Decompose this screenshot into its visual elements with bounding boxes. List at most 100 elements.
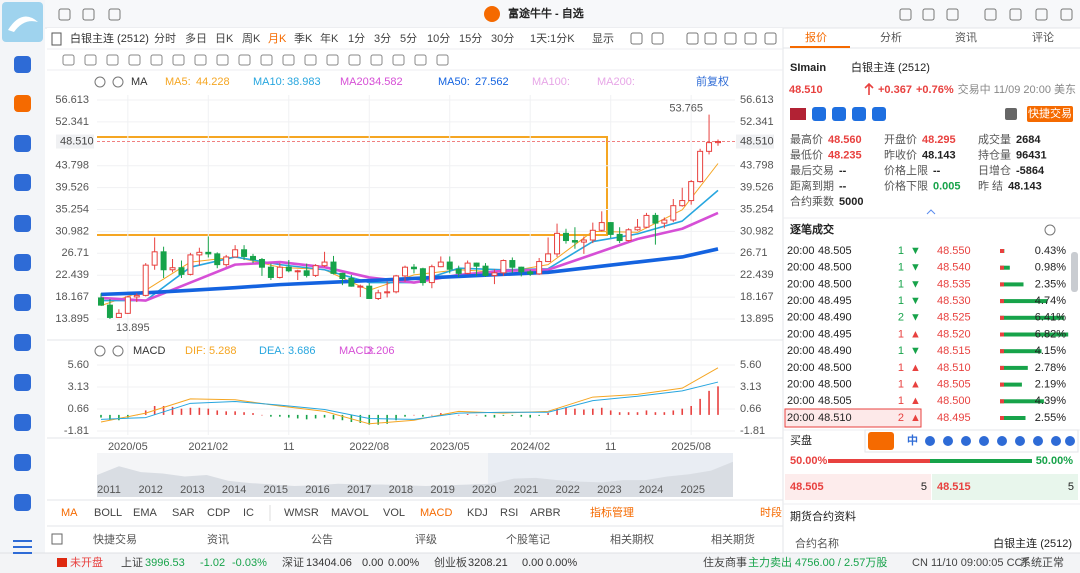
period-tab[interactable]: 15分 [459,32,482,45]
quick-trade-button[interactable] [1027,106,1073,122]
ime-icon[interactable] [997,436,1007,446]
ime-icon[interactable] [925,436,935,446]
indicator-tab[interactable]: IC [243,507,254,519]
toolbar-icon[interactable] [724,32,737,45]
toolbar-icon[interactable] [1035,8,1048,21]
bottom-tab[interactable]: 评级 [415,533,437,546]
drawing-tool[interactable] [172,54,185,66]
indicator-tab[interactable]: KDJ [467,507,488,519]
toolbar-icon[interactable] [58,8,71,21]
drawing-tool[interactable] [282,54,295,66]
ime-icon[interactable] [961,436,971,446]
drawing-tool[interactable] [62,54,75,66]
collapse-icon[interactable] [1044,224,1056,236]
bottom-tab[interactable]: 资讯 [207,533,229,546]
toolbar-icon[interactable] [922,8,935,21]
sidebar-icon[interactable] [14,414,31,431]
indicator-tab[interactable]: SAR [172,507,195,519]
close-icon[interactable] [112,76,124,88]
toolbar-icon[interactable] [946,8,959,21]
period-tab[interactable]: 周K [242,32,261,45]
bottom-tab[interactable]: 快捷交易 [93,532,137,546]
symbol[interactable]: 白银主连 (2512) [70,31,149,45]
drawing-tool[interactable] [436,54,449,66]
toolbar-icon[interactable] [1009,8,1022,21]
period-tab[interactable]: 1天:1分K [530,32,575,45]
toolbar-icon[interactable] [108,8,121,21]
sidebar-icon[interactable] [14,334,31,351]
bell-icon[interactable] [1005,108,1017,120]
indicator-tab[interactable]: ARBR [530,507,561,519]
indicator-tab[interactable]: EMA [133,507,158,519]
quote-tab[interactable]: 分析 [880,30,902,44]
period-tab[interactable]: 日K [215,33,234,45]
period-tab[interactable]: 显示 [592,32,614,45]
toolbar-icon[interactable] [82,8,95,21]
period-tab[interactable]: 30分 [491,32,514,45]
drawing-tool[interactable] [304,54,317,66]
period-tab[interactable]: 月K [268,33,287,45]
bottom-tab[interactable]: 相关期货 [711,532,755,546]
indicator-tab[interactable]: WMSR [284,507,319,519]
ime-icon[interactable] [1051,436,1061,446]
drawing-tool[interactable] [194,54,207,66]
sidebar-icon[interactable] [14,56,31,73]
sidebar-icon[interactable] [14,135,31,152]
toolbar-icon[interactable] [51,32,62,46]
toolbar-icon[interactable] [1060,8,1073,21]
drawing-tool[interactable] [106,54,119,66]
label[interactable]: 前复权 [696,74,729,88]
sidebar-icon[interactable] [14,215,31,232]
bottom-tab[interactable]: 相关期权 [610,532,654,546]
drawing-tool[interactable] [414,54,427,66]
period-tab[interactable]: 3分 [374,32,391,45]
sidebar-icon[interactable] [14,454,31,471]
ime-icon[interactable] [1065,436,1075,446]
period-tab[interactable]: 多日 [185,31,207,45]
toolbar-icon[interactable] [686,32,699,45]
drawing-tool[interactable] [128,54,141,66]
ime-icon[interactable] [1015,436,1025,446]
period-tab[interactable]: 年K [320,31,339,45]
period-tab[interactable]: 分时 [154,32,176,45]
drawing-tool[interactable] [84,54,97,66]
drawing-tool[interactable] [216,54,229,66]
indicator-tab[interactable]: MAVOL [331,507,369,519]
sidebar-icon[interactable] [14,494,31,511]
indicator-tab[interactable]: CDP [207,507,230,519]
drawing-tool[interactable] [238,54,251,66]
period-tab[interactable]: 季K [294,32,313,45]
toolbar-icon[interactable] [704,32,717,45]
session[interactable]: 时段 [760,505,782,519]
bottom-tab[interactable]: 公告 [311,533,333,546]
bottom-tab[interactable]: 个股笔记 [506,532,550,546]
panel-icon[interactable] [51,533,63,545]
toolbar-icon[interactable] [764,32,777,45]
drawing-tool[interactable] [348,54,361,66]
indicator-tab[interactable]: VOL [383,507,405,519]
sidebar-icon[interactable] [14,374,31,391]
indicator-tab[interactable]: RSI [500,507,518,519]
close-icon[interactable] [112,345,124,357]
sidebar-icon[interactable] [14,95,31,112]
setting-icon[interactable] [94,345,106,357]
drawing-tool[interactable] [150,54,163,66]
toolbar-icon[interactable] [651,32,664,45]
indicator-tab[interactable]: MACD [420,507,452,519]
quote-tab[interactable]: 评论 [1032,30,1054,44]
drawing-tool[interactable] [260,54,273,66]
quote-tab[interactable]: 报价 [805,30,827,44]
drawing-tool[interactable] [392,54,405,66]
drawing-tool[interactable] [370,54,383,66]
indicator-tab[interactable]: BOLL [94,507,122,519]
toolbar-icon[interactable] [899,8,912,21]
period-tab[interactable]: 10分 [427,32,450,45]
collapse-icon[interactable] [926,209,936,215]
toolbar-icon[interactable] [984,8,997,21]
sidebar-icon[interactable] [14,174,31,191]
indicator-tab[interactable]: MA [61,507,78,519]
period-tab[interactable]: 5分 [400,32,417,45]
toolbar-icon[interactable] [630,32,643,45]
sidebar-icon[interactable] [14,254,31,271]
toolbar-icon[interactable] [744,32,757,45]
